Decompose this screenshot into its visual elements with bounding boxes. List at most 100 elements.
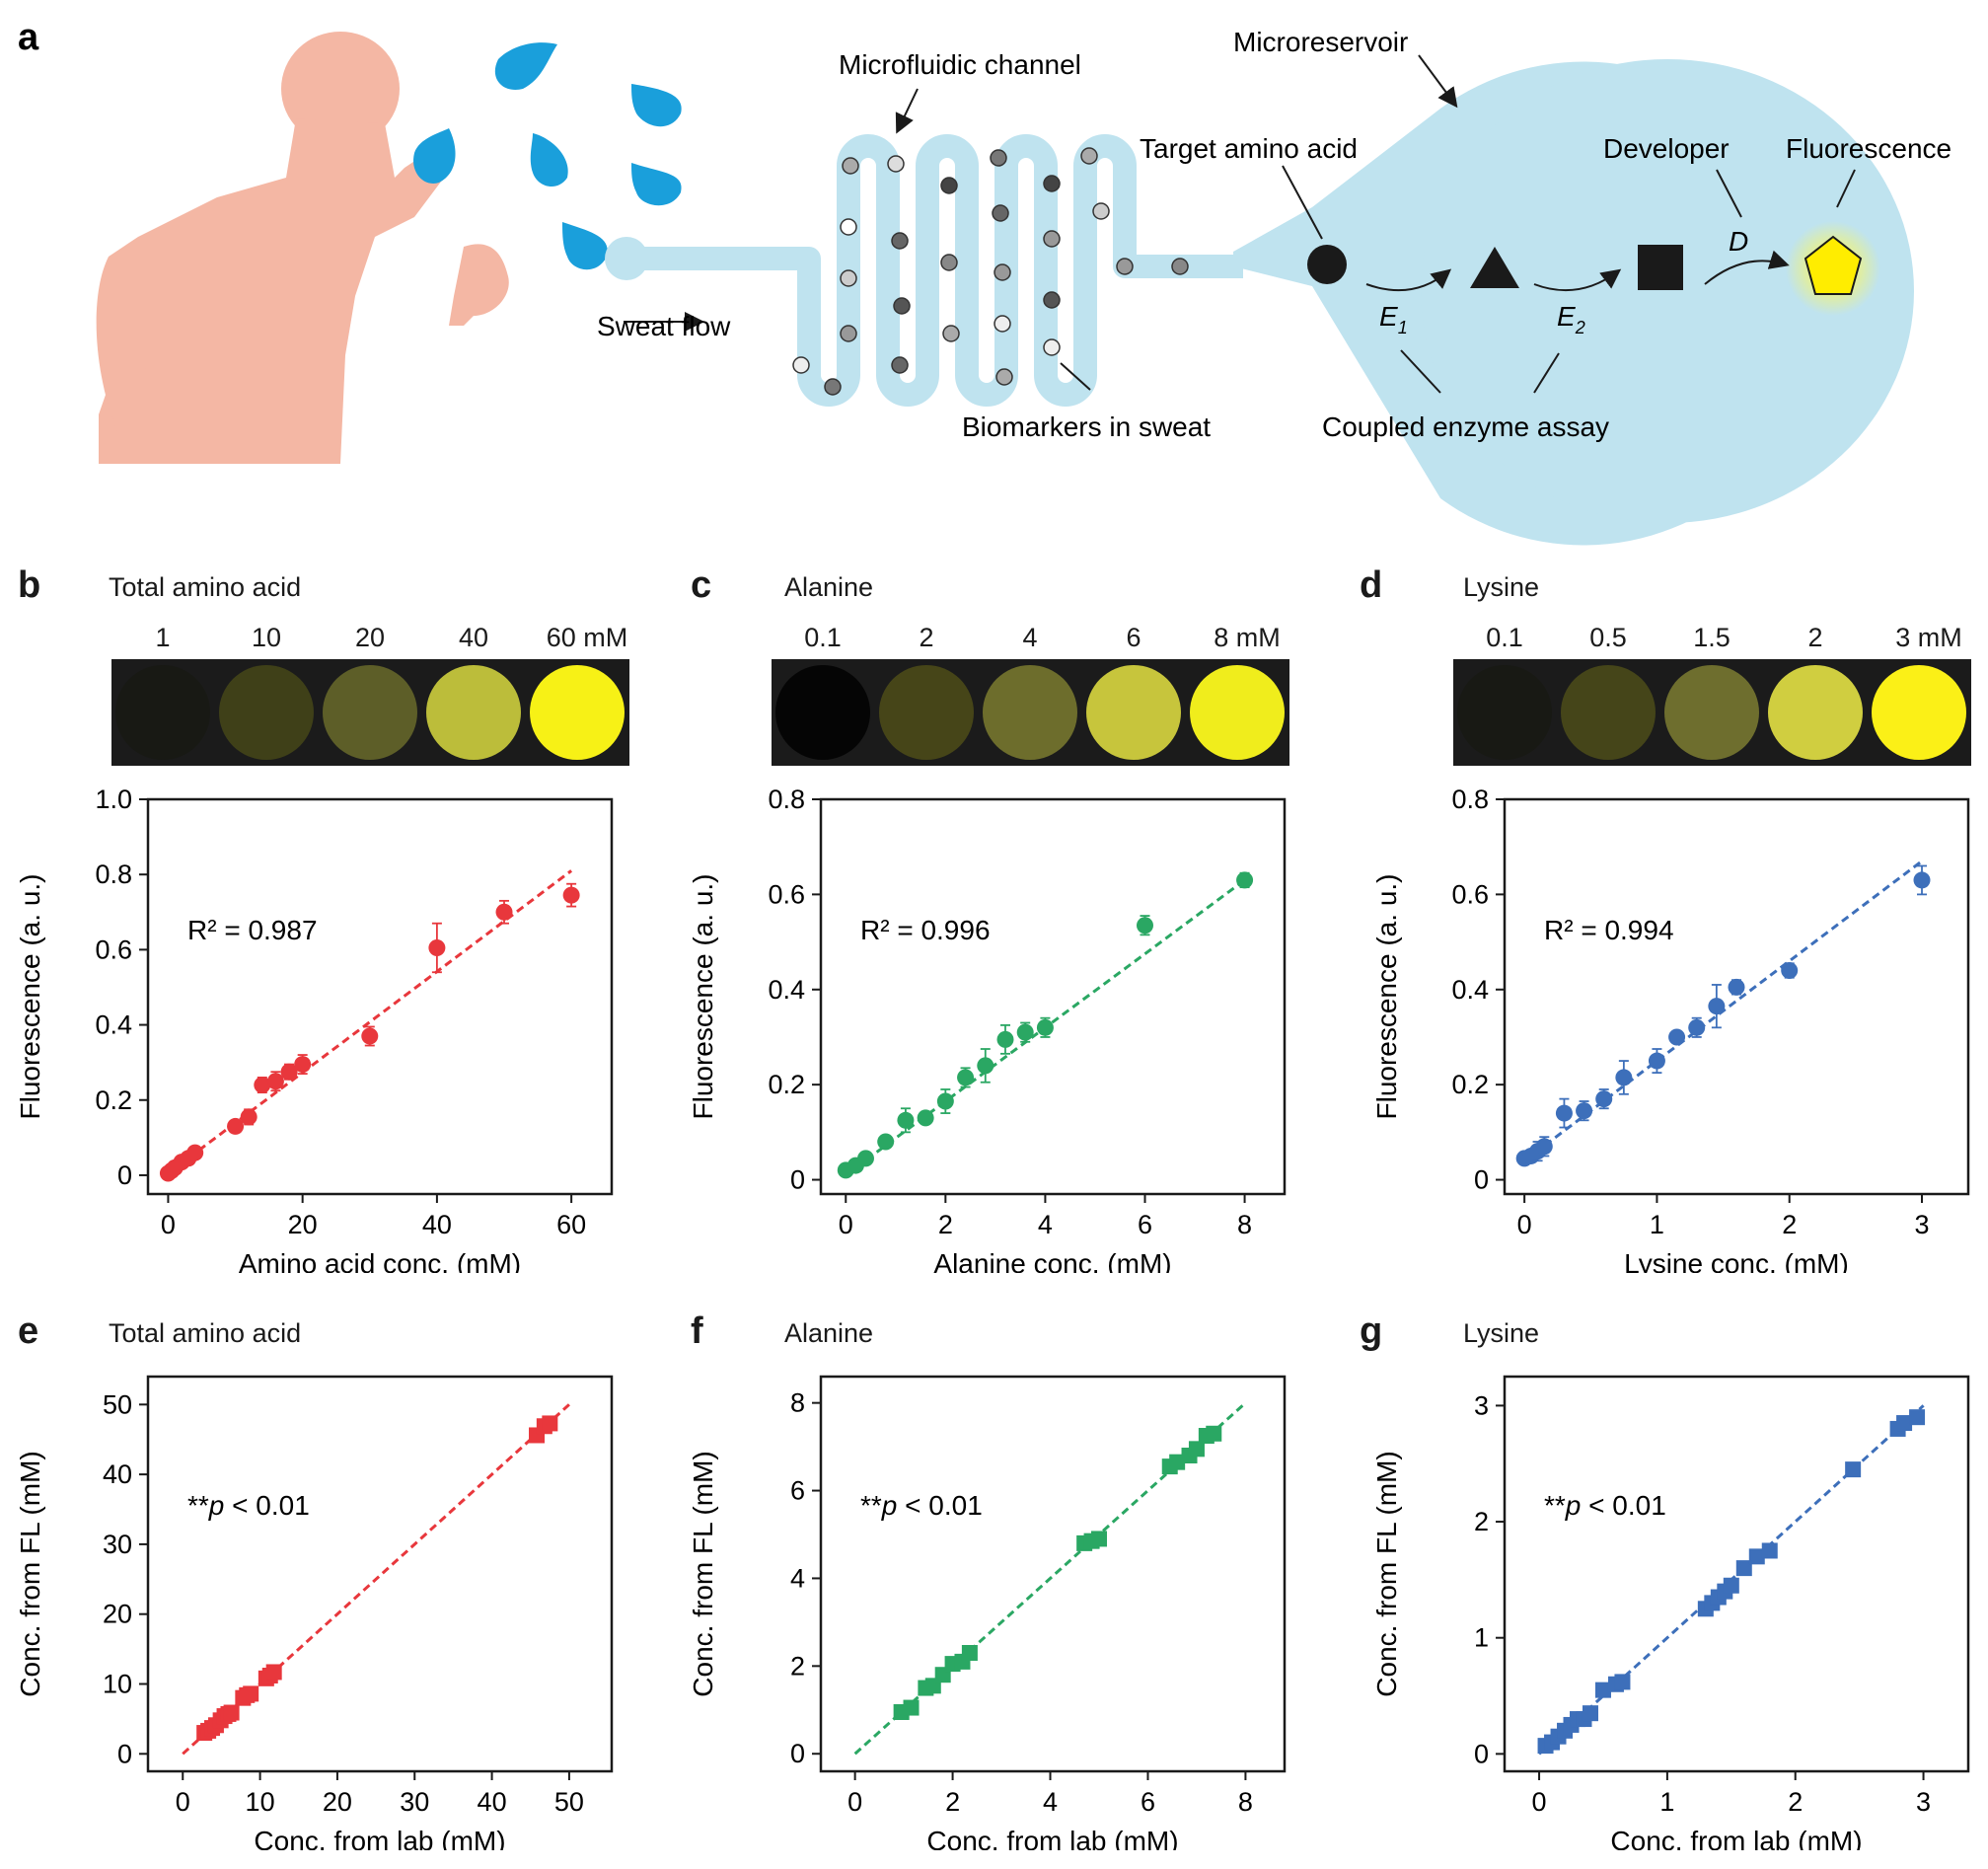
chart-b-ytick-label-0: 0 bbox=[117, 1160, 132, 1190]
fluorescence-image-strips: 1 10 20 40 60 mM 0.1 2 4 6 8 mM 0.1 0.5 1.5 2 3 mM bbox=[111, 623, 1971, 766]
strip-2-well-3 bbox=[1768, 665, 1863, 760]
strip-2-well-4 bbox=[1872, 665, 1966, 760]
chart-g-annotation-italic: p bbox=[1565, 1490, 1582, 1521]
strip-1-well-3 bbox=[1086, 665, 1181, 760]
chart-e-ylabel: Conc. from FL (mM) bbox=[15, 1451, 45, 1696]
chart-b-point-12 bbox=[361, 1027, 379, 1045]
e1-subscript: 1 bbox=[1398, 318, 1408, 337]
strip-1-well-1 bbox=[879, 665, 974, 760]
chart-f-point-14 bbox=[1188, 1441, 1205, 1458]
chart-b-ylabel: Fluorescence (a. u.) bbox=[15, 874, 45, 1120]
chart-f-plot-frame bbox=[819, 1375, 1287, 1773]
chart-d-xlabel: Lysine conc. (mM) bbox=[1624, 1248, 1849, 1273]
developer-square-icon bbox=[1638, 245, 1683, 290]
chart-b-point-6 bbox=[227, 1117, 245, 1135]
chart-g-plot-frame bbox=[1503, 1375, 1970, 1773]
chart-d-ytick-label-0: 0 bbox=[1474, 1165, 1489, 1195]
panel-letter-g: g bbox=[1360, 1310, 1383, 1352]
chart-g-point-22 bbox=[1909, 1409, 1926, 1426]
e2-subscript: 2 bbox=[1575, 318, 1585, 337]
chart-d: 0 1 2 3 0 0.2 0.4 0.6 0.8 Lysine conc. (mM) Fluore… bbox=[1371, 785, 1970, 1273]
schematic-panel: a Sweat flow Microfluidic channel Micror… bbox=[18, 17, 1951, 546]
chart-g-point-10 bbox=[1614, 1674, 1631, 1690]
chart-e-point-10 bbox=[243, 1685, 259, 1702]
chart-c-point-9 bbox=[996, 1030, 1014, 1048]
chart-e-fit-line bbox=[182, 1403, 570, 1756]
chart-f-xtick-label-2: 4 bbox=[1043, 1787, 1058, 1817]
chart-c-xtick-label-0: 0 bbox=[839, 1210, 853, 1239]
chart-d-point-6 bbox=[1595, 1090, 1613, 1108]
fluorescence-label: Fluorescence bbox=[1786, 133, 1951, 164]
chart-d-ytick-label-4: 0.8 bbox=[1451, 785, 1489, 814]
strip-2-label-3: 2 bbox=[1807, 623, 1822, 652]
chart-e-xtick-label-0: 0 bbox=[176, 1787, 190, 1817]
strip-2-label-0: 0.1 bbox=[1486, 623, 1523, 652]
strip-1-label-4: 8 mM bbox=[1214, 623, 1281, 652]
chart-e-point-16 bbox=[542, 1415, 558, 1432]
chart-c: 0 2 4 6 8 0 0.2 0.4 0.6 0.8 Alanine conc. (mM) Fluo… bbox=[688, 785, 1287, 1273]
chart-e-xtick-label-2: 20 bbox=[323, 1787, 352, 1817]
chart-g-xtick-label-2: 2 bbox=[1788, 1787, 1803, 1817]
strip-1-label-1: 2 bbox=[919, 623, 933, 652]
chart-f-ytick-label-1: 2 bbox=[790, 1651, 805, 1681]
chart-g-point-7 bbox=[1582, 1705, 1598, 1722]
e1-label: E bbox=[1379, 301, 1398, 332]
strip-1-label-2: 4 bbox=[1022, 623, 1037, 652]
chart-c-point-6 bbox=[936, 1092, 954, 1110]
strip-0-label-3: 40 bbox=[459, 623, 488, 652]
strip-0-label-0: 1 bbox=[155, 623, 170, 652]
chart-e-annotation-italic: p bbox=[208, 1490, 225, 1521]
chart-e-ytick-label-0: 0 bbox=[117, 1739, 132, 1768]
chart-c-point-11 bbox=[1036, 1018, 1054, 1036]
strip-2-label-4: 3 mM bbox=[1895, 623, 1962, 652]
chart-c-point-3 bbox=[877, 1133, 895, 1151]
chart-e-xlabel: Conc. from lab (mM) bbox=[254, 1826, 505, 1850]
assay-label: Coupled enzyme assay bbox=[1322, 411, 1609, 442]
chart-d-ylabel: Fluorescence (a. u.) bbox=[1371, 874, 1402, 1120]
strip-2-well-1 bbox=[1561, 665, 1656, 760]
chart-f-ytick-label-0: 0 bbox=[790, 1739, 805, 1768]
svg-text:E2: E2 bbox=[1557, 301, 1585, 337]
chart-b-xtick-label-0: 0 bbox=[161, 1210, 176, 1239]
chart-g-point-18 bbox=[1761, 1542, 1778, 1559]
intermediate-triangle-icon bbox=[1470, 247, 1519, 288]
strip-2-label-1: 0.5 bbox=[1589, 623, 1627, 652]
chart-f-xtick-label-3: 6 bbox=[1141, 1787, 1155, 1817]
chart-c-xtick-label-2: 4 bbox=[1038, 1210, 1053, 1239]
strip-1-label-3: 6 bbox=[1126, 623, 1141, 652]
panel-letter-d: d bbox=[1360, 564, 1383, 606]
chart-b-title: Total amino acid bbox=[109, 572, 302, 602]
chart-d-point-12 bbox=[1728, 978, 1745, 996]
chart-c-ytick-label-2: 0.4 bbox=[768, 975, 805, 1005]
chart-d-plot-frame bbox=[1503, 797, 1970, 1196]
chart-c-point-5 bbox=[917, 1109, 934, 1127]
chart-e-plot-frame bbox=[146, 1375, 614, 1773]
strip-1-label-0: 0.1 bbox=[804, 623, 842, 652]
chart-d-xtick-label-3: 3 bbox=[1914, 1210, 1929, 1239]
microfluidic-channel bbox=[605, 134, 1243, 407]
chart-c-point-7 bbox=[957, 1069, 975, 1086]
chart-c-xtick-label-3: 6 bbox=[1138, 1210, 1152, 1239]
chart-b-point-7 bbox=[240, 1108, 258, 1126]
strip-0-well-3 bbox=[426, 665, 521, 760]
chart-c-point-10 bbox=[1016, 1023, 1034, 1041]
chart-e-xtick-label-4: 40 bbox=[478, 1787, 507, 1817]
developer-d-label: D bbox=[1729, 226, 1748, 257]
chart-d-ytick-label-2: 0.4 bbox=[1451, 975, 1489, 1005]
strip-0-well-4 bbox=[530, 665, 625, 760]
chart-g-point-15 bbox=[1723, 1577, 1739, 1594]
chart-e-xtick-label-3: 30 bbox=[400, 1787, 429, 1817]
chart-e-ytick-label-2: 20 bbox=[103, 1600, 132, 1629]
channel-label: Microfluidic channel bbox=[839, 49, 1081, 80]
chart-e-ytick-label-3: 30 bbox=[103, 1530, 132, 1559]
chart-f-title: Alanine bbox=[784, 1318, 874, 1348]
chart-c-annotation: R² = 0.996 bbox=[860, 915, 991, 945]
chart-e-title: Total amino acid bbox=[109, 1318, 302, 1348]
chart-f-ytick-label-3: 6 bbox=[790, 1476, 805, 1506]
chart-d-ytick-label-1: 0.2 bbox=[1451, 1070, 1489, 1099]
chart-b-point-5 bbox=[186, 1144, 204, 1161]
chart-e-ytick-label-1: 10 bbox=[103, 1670, 132, 1699]
chart-c-point-4 bbox=[897, 1111, 915, 1129]
strip-0-well-1 bbox=[219, 665, 314, 760]
